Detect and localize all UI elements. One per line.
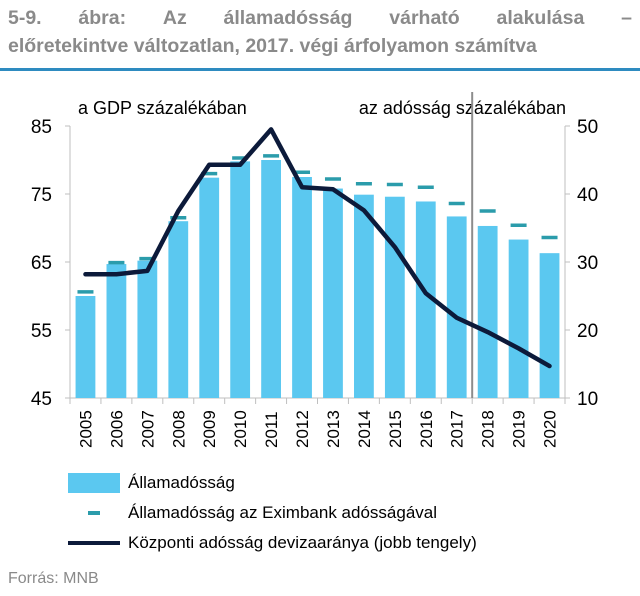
- title-rule: [0, 68, 640, 71]
- x-tick-label: 2013: [324, 410, 343, 448]
- legend-swatch-line: [68, 532, 120, 554]
- bar: [168, 221, 189, 398]
- bar: [199, 177, 220, 398]
- title-word: alakulása: [496, 7, 585, 29]
- legend-item-bar: Államadósság: [68, 468, 477, 498]
- bar: [106, 264, 127, 398]
- right-axis-label: az adósság százalékában: [359, 98, 566, 118]
- legend-item-dash: Államadósság az Eximbank adósságával: [68, 498, 477, 528]
- right-tick-label: 40: [577, 185, 598, 206]
- chart: a GDP százalékában az adósság százalékáb…: [31, 92, 598, 448]
- figure-title: 5-9. ábra: Az államadósság várható alaku…: [8, 4, 632, 60]
- bar: [384, 196, 405, 398]
- legend-swatch-dash: [68, 502, 120, 524]
- plot-area: 45 55 65 75 85 10 20 30 40 50 2005 2006 2007 2008 2009…: [31, 92, 598, 448]
- bar: [292, 177, 312, 398]
- x-tick-label: 2015: [386, 410, 405, 448]
- x-tick-label: 2007: [138, 410, 157, 448]
- right-tick-label: 20: [577, 321, 598, 342]
- legend-label: Államadósság az Eximbank adósságával: [128, 503, 438, 522]
- x-tick-label: 2018: [479, 410, 498, 448]
- x-tick-label: 2014: [355, 410, 374, 448]
- legend-label: Központi adósság devizaaránya (jobb teng…: [128, 533, 477, 552]
- bar: [446, 216, 467, 398]
- x-tick-label: 2012: [293, 410, 312, 448]
- fx-share-line: [83, 127, 552, 369]
- title-word: ábra:: [78, 7, 127, 29]
- bar: [323, 188, 343, 398]
- x-tick-label: 2010: [231, 410, 250, 448]
- figure-title-line2: előretekintve változatlan, 2017. végi ár…: [8, 35, 537, 57]
- x-tick-label: 2019: [510, 410, 529, 448]
- left-tick-label: 85: [31, 117, 52, 138]
- x-tick-label: 2017: [448, 410, 467, 448]
- x-tick-label: 2011: [262, 411, 281, 448]
- bar: [477, 225, 498, 398]
- x-tick-label: 2020: [541, 410, 560, 448]
- legend: Államadósság Államadósság az Eximbank ad…: [68, 468, 477, 558]
- bar: [230, 161, 251, 398]
- right-tick-label: 10: [577, 389, 598, 410]
- bar: [137, 260, 158, 398]
- left-tick-label: 65: [31, 253, 52, 274]
- x-tick-label: 2005: [76, 410, 95, 448]
- right-tick-label: 30: [577, 253, 598, 274]
- bar: [415, 201, 436, 398]
- left-tick-label: 55: [31, 321, 52, 342]
- bar: [75, 296, 96, 398]
- title-word: Az: [162, 7, 187, 29]
- bar: [539, 253, 560, 398]
- title-word: 5-9.: [8, 7, 42, 29]
- right-tick-label: 50: [577, 117, 598, 138]
- legend-item-line: Központi adósság devizaaránya (jobb teng…: [68, 528, 477, 558]
- x-tick-label: 2006: [107, 410, 126, 448]
- figure-title-line1: 5-9. ábra: Az államadósság várható alaku…: [8, 4, 632, 32]
- left-tick-label: 75: [31, 185, 52, 206]
- title-word: várható: [389, 7, 460, 29]
- title-word: államadósság: [223, 7, 353, 29]
- left-axis-label: a GDP százalékában: [78, 98, 247, 118]
- x-tick-label: 2008: [169, 410, 188, 448]
- title-word: –: [621, 7, 632, 29]
- bar: [508, 239, 529, 398]
- left-tick-label: 45: [31, 389, 52, 410]
- bar: [354, 194, 374, 398]
- source-note: Forrás: MNB: [8, 570, 99, 587]
- x-tick-label: 2009: [200, 410, 219, 448]
- x-tick-label: 2016: [417, 410, 436, 448]
- legend-swatch-bar: [68, 472, 120, 494]
- bar: [261, 160, 281, 398]
- legend-label: Államadósság: [128, 473, 235, 492]
